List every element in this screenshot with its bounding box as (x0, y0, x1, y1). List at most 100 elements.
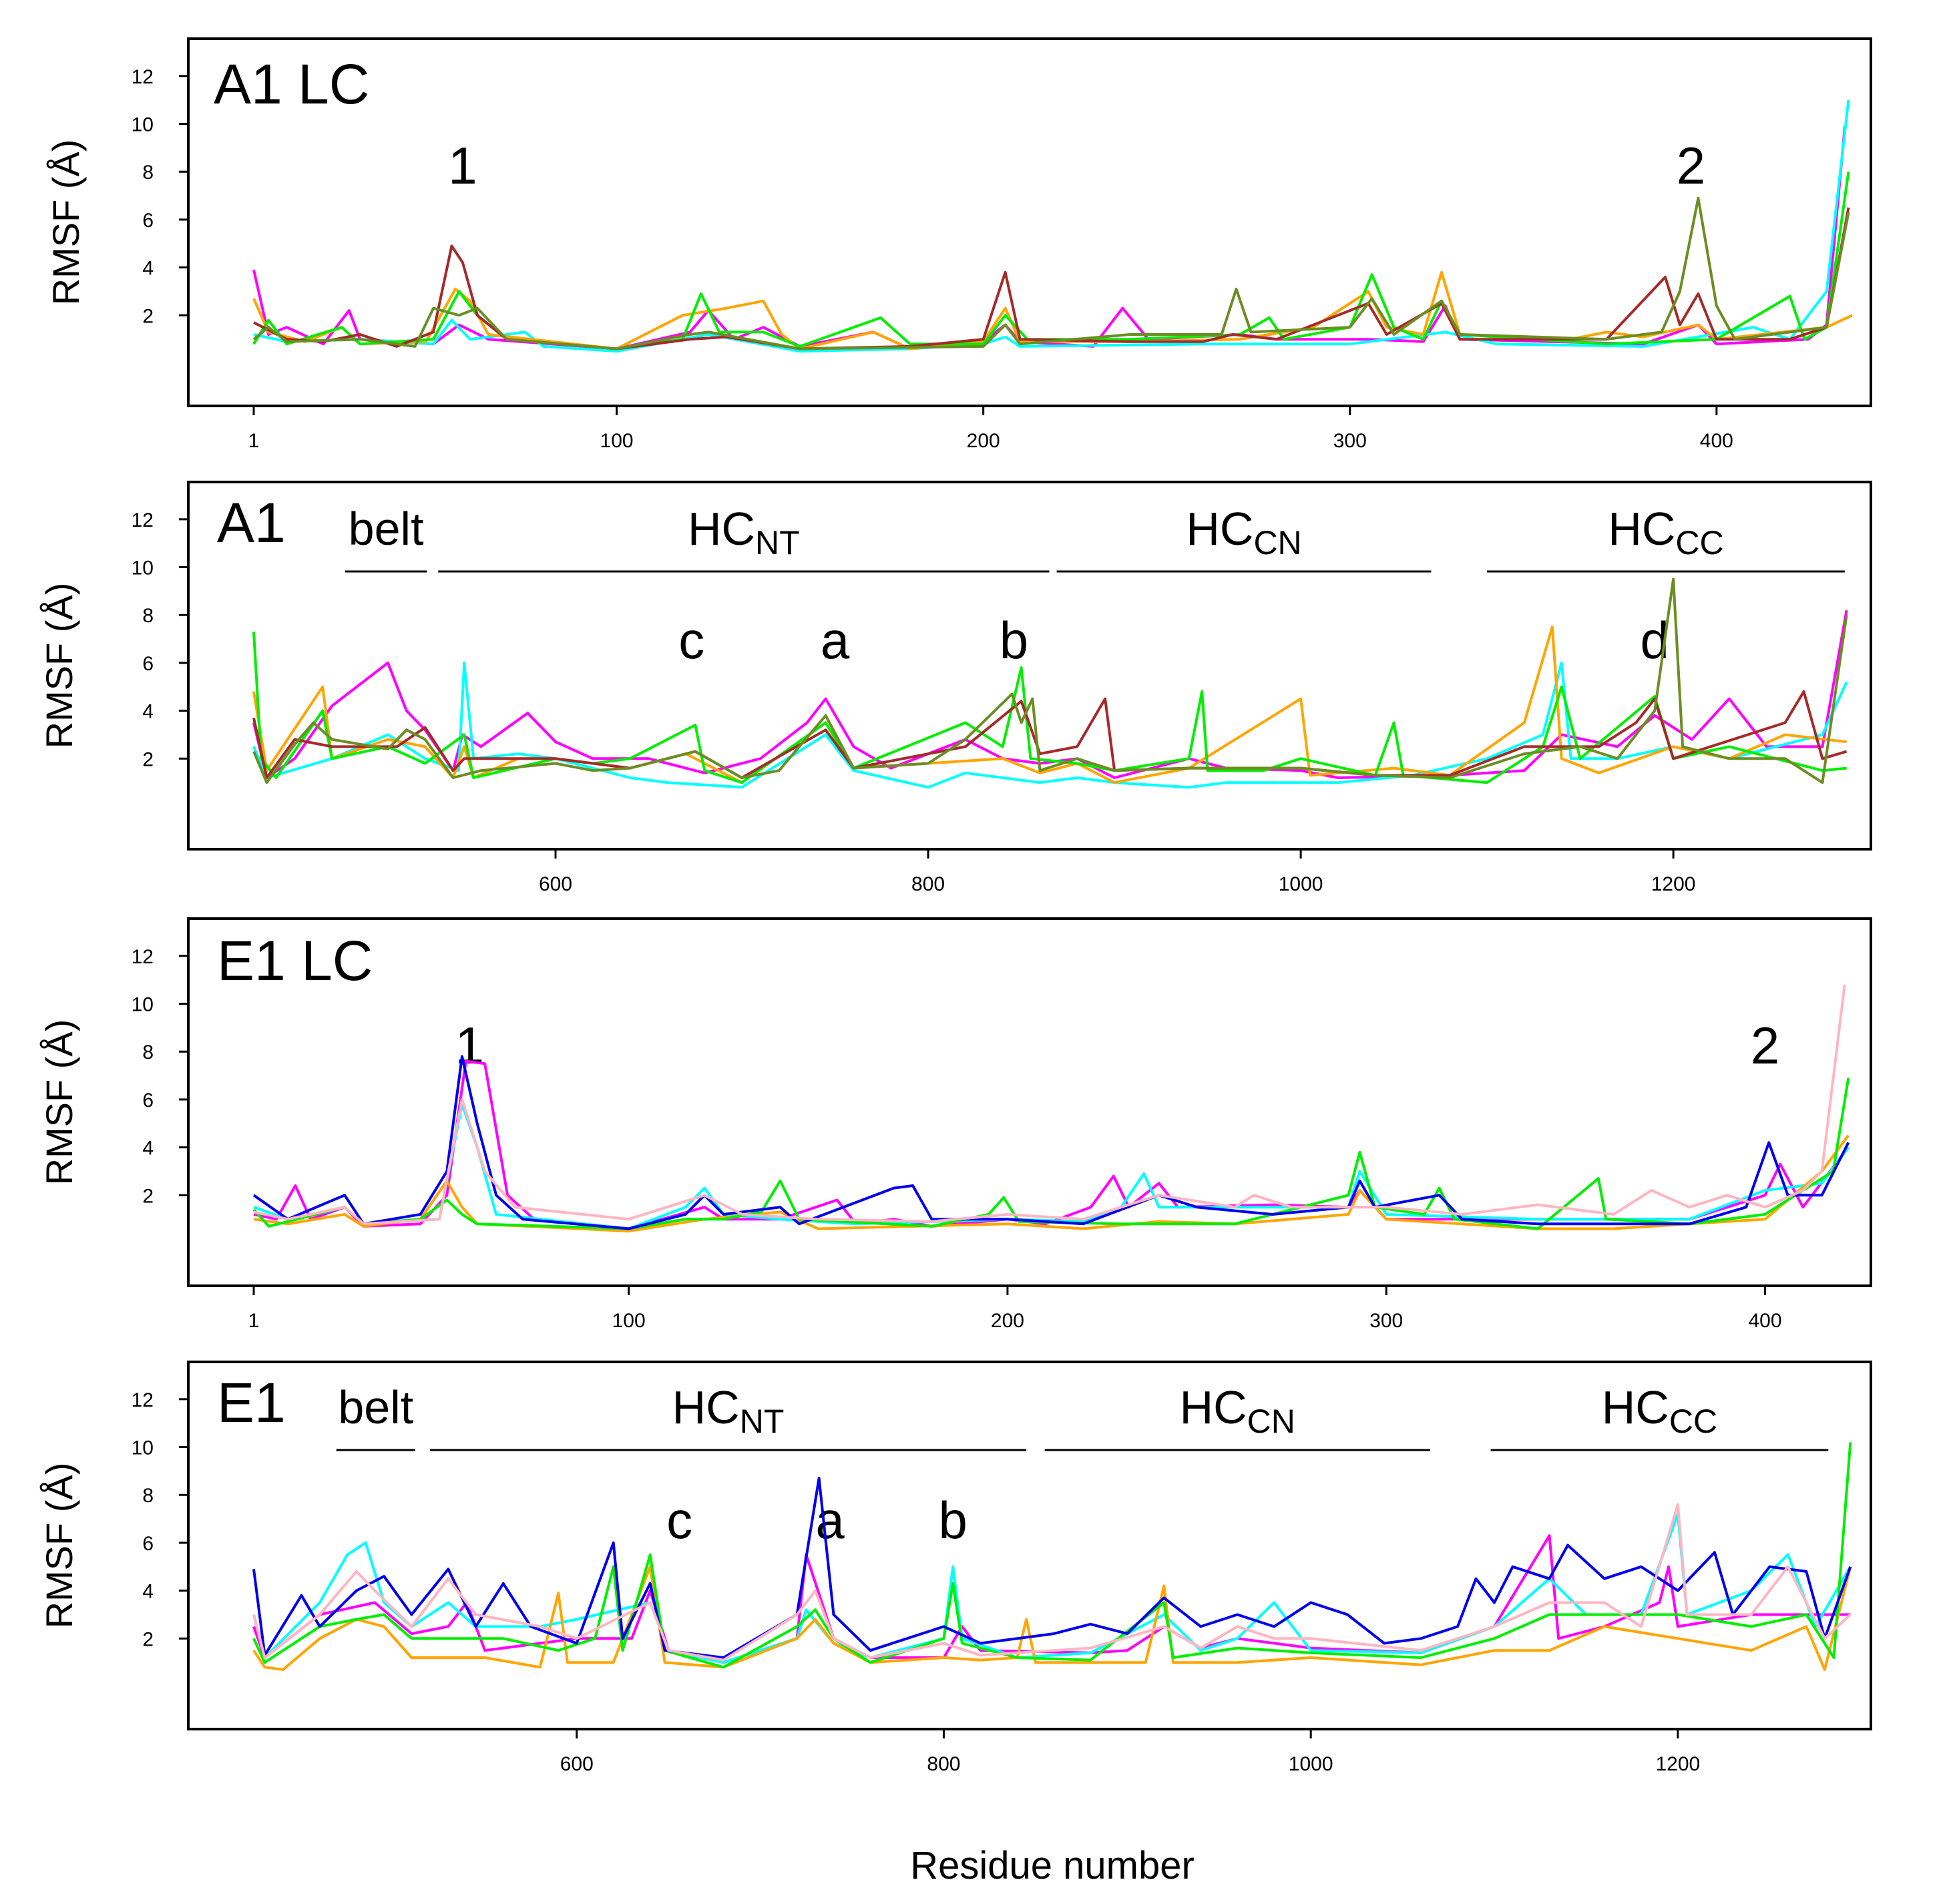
series-line-magenta (252, 126, 1846, 350)
y-tick-label: 4 (142, 1138, 154, 1160)
x-tick-label: 800 (927, 1753, 960, 1775)
series-lines (252, 1442, 1852, 1671)
series-line-cyan (253, 1103, 1850, 1230)
peak-label: 1 (448, 136, 477, 195)
series-line-blue (252, 1477, 1852, 1659)
y-tick-label: 12 (132, 946, 154, 968)
region-brackets: belt HCNT HCCN HCCC (345, 503, 1845, 573)
y-tick-label: 8 (142, 162, 154, 184)
x-tick-label: 100 (612, 1310, 646, 1332)
region-label: HCCN (1180, 1381, 1295, 1440)
region-label: belt (349, 503, 424, 555)
y-tick-label: 12 (132, 66, 154, 88)
series-line-green (252, 1078, 1850, 1230)
plot-frame (187, 1361, 1872, 1730)
y-tick-label: 4 (142, 258, 154, 280)
series-line-cyan (252, 1512, 1852, 1664)
peak-label: a (821, 611, 850, 670)
panel-title: A1 (217, 491, 286, 554)
y-axis-label: RMSF (Å) (38, 1463, 80, 1629)
region-subscript: CN (1247, 1403, 1295, 1440)
y-tick-label: 4 (142, 701, 154, 723)
region-label: HCCC (1608, 503, 1723, 561)
y-tick-label: 2 (142, 748, 154, 770)
region-brackets: belt HCNT HCCN HCCC (336, 1381, 1829, 1451)
y-axis-label: RMSF (Å) (38, 1019, 80, 1186)
region-subscript: CC (1669, 1403, 1717, 1440)
x-tick-label: 200 (991, 1310, 1024, 1332)
series-line-green (252, 171, 1850, 350)
y-axis-label: RMSF (Å) (38, 583, 80, 749)
series-line-green (252, 1442, 1852, 1669)
x-tick-label: 600 (539, 873, 572, 895)
peak-label: c (666, 1491, 692, 1550)
plot-frame (187, 481, 1872, 851)
series-line-pink (252, 1503, 1852, 1662)
y-tick-label: 10 (132, 1437, 154, 1459)
region-subscript: CC (1675, 524, 1723, 561)
peak-label: b (1000, 611, 1028, 670)
axis-ticks: 2 4 6 8 10 12 600 800 1000 1200 (132, 1389, 1701, 1775)
peak-label: 2 (1677, 136, 1705, 195)
y-tick-label: 6 (142, 210, 154, 232)
peak-label: 2 (1751, 1016, 1779, 1075)
region-subscript: NT (740, 1403, 785, 1440)
y-tick-label: 2 (142, 1185, 154, 1207)
x-tick-label: 600 (560, 1753, 594, 1775)
region-label: HCNT (688, 503, 800, 561)
series-line-orange (252, 1565, 1852, 1671)
y-tick-label: 8 (142, 1485, 154, 1507)
peak-label: c (678, 611, 704, 670)
y-axis-label: RMSF (Å) (45, 140, 87, 306)
y-tick-label: 6 (142, 1533, 154, 1555)
x-tick-label: 1000 (1279, 873, 1323, 895)
series-line-cyan (253, 99, 1850, 353)
series-line-cyan (252, 661, 1848, 789)
series-line-darkred (253, 207, 1850, 350)
series-line-pink (253, 984, 1846, 1226)
x-axis-title: Residue number (910, 1844, 1195, 1887)
x-tick-label: 1 (248, 1310, 260, 1332)
panel-e1-hc: E1 RMSF (Å) 2 4 6 8 10 12 600 800 1000 1200 belt H… (38, 1361, 1872, 1775)
panel-title: E1 LC (217, 929, 373, 992)
series-lines (252, 577, 1848, 789)
x-tick-label: 1 (248, 430, 260, 452)
plot-frame (187, 917, 1872, 1287)
series-lines (252, 99, 1853, 353)
region-subscript: CN (1253, 524, 1301, 561)
region-label: belt (338, 1381, 413, 1433)
y-tick-label: 10 (132, 994, 154, 1016)
panel-a1-hc: A1 RMSF (Å) 2 4 6 8 10 12 600 800 1000 1200 belt H… (38, 481, 1872, 895)
peak-label: a (815, 1491, 845, 1550)
y-tick-label: 12 (132, 509, 154, 531)
series-lines (252, 984, 1850, 1233)
x-tick-label: 1200 (1651, 873, 1696, 895)
series-line-olive (252, 577, 1848, 784)
x-tick-label: 100 (600, 430, 634, 452)
y-tick-label: 2 (142, 305, 154, 327)
axis-ticks: 2 4 6 8 10 12 600 800 1000 1200 (132, 509, 1696, 895)
peak-label: b (939, 1491, 967, 1550)
y-tick-label: 6 (142, 653, 154, 675)
x-tick-label: 200 (967, 430, 1000, 452)
x-tick-label: 400 (1700, 430, 1733, 452)
series-line-olive (252, 196, 1850, 350)
x-tick-label: 400 (1748, 1310, 1781, 1332)
series-line-green (252, 632, 1847, 784)
y-tick-label: 8 (142, 1041, 154, 1063)
x-tick-label: 1000 (1289, 1753, 1333, 1775)
panel-title: A1 LC (214, 53, 369, 115)
y-tick-label: 6 (142, 1090, 154, 1112)
region-label: HCNT (672, 1381, 785, 1440)
y-tick-label: 2 (142, 1628, 154, 1650)
y-tick-label: 10 (132, 114, 154, 136)
y-tick-label: 10 (132, 557, 154, 579)
region-label: HCCC (1602, 1381, 1717, 1440)
